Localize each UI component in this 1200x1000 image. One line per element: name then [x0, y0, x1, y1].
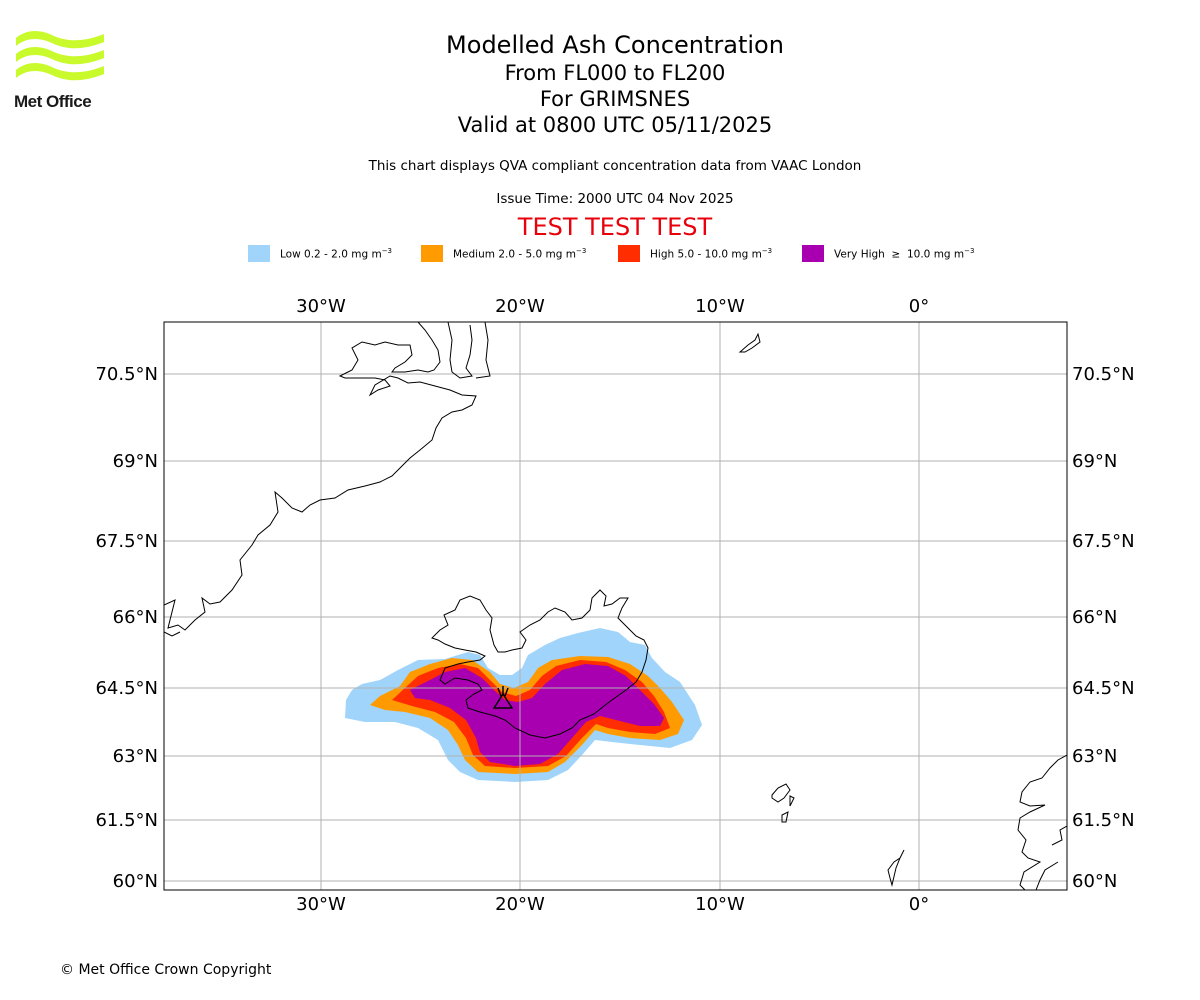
lat-label: 64.5°N	[95, 678, 158, 699]
lat-label: 63°N	[1072, 746, 1117, 767]
concentration-legend: Low 0.2 - 2.0 mg m−3 Medium 2.0 - 5.0 mg…	[0, 244, 1200, 264]
valid-time: Valid at 0800 UTC 05/11/2025	[457, 113, 773, 137]
lat-label: 66°N	[1072, 607, 1117, 628]
legend-exp-high: −3	[761, 247, 773, 255]
lat-label: 61.5°N	[1072, 810, 1135, 831]
lon-label: 30°W	[296, 894, 346, 915]
lat-label: 61.5°N	[95, 810, 158, 831]
lat-label: 69°N	[1072, 451, 1117, 472]
chart-titles: Modelled Ash Concentration From FL000 to…	[315, 30, 915, 138]
lat-label: 67.5°N	[1072, 531, 1135, 552]
lon-label: 10°W	[695, 296, 745, 317]
chart-title: Modelled Ash Concentration	[446, 31, 784, 59]
greenland-ice-shelf-coast	[164, 631, 181, 637]
legend-label-medium: Medium 2.0 - 5.0 mg m	[453, 248, 576, 261]
met-office-logo: Met Office	[14, 30, 109, 112]
lat-label: 60°N	[113, 871, 158, 892]
lon-label: 10°W	[695, 894, 745, 915]
lon-label: 20°W	[495, 296, 545, 317]
logo-text: Met Office	[14, 92, 92, 111]
flight-level-range: From FL000 to FL200	[504, 61, 726, 85]
lon-label: 0°	[909, 296, 929, 317]
map-content	[164, 322, 1067, 890]
graticule	[164, 322, 1067, 890]
legend-swatch-high	[618, 245, 640, 262]
legend-exp-medium: −3	[575, 247, 587, 255]
chart-description: This chart displays QVA compliant concen…	[368, 158, 862, 174]
lat-label: 70.5°N	[95, 364, 158, 385]
issue-time: Issue Time: 2000 UTC 04 Nov 2025	[496, 191, 734, 207]
lat-label: 66°N	[113, 607, 158, 628]
lat-label: 60°N	[1072, 871, 1117, 892]
test-banner: TEST TEST TEST	[517, 213, 713, 241]
lat-label: 63°N	[113, 746, 158, 767]
lon-label: 30°W	[296, 296, 346, 317]
copyright-notice: © Met Office Crown Copyright	[60, 962, 272, 978]
volcano-icon	[492, 686, 514, 709]
lat-labels-right: 70.5°N 69°N 67.5°N 66°N 64.5°N 63°N 61.5…	[1072, 364, 1135, 892]
lat-label: 69°N	[113, 451, 158, 472]
map-frame	[163, 321, 1068, 891]
legend-swatch-low	[248, 245, 270, 262]
ash-area-very-high	[410, 664, 664, 766]
lon-labels-top: 30°W 20°W 10°W 0°	[296, 296, 929, 317]
legend-exp-very-high: −3	[964, 247, 975, 255]
lon-labels-bottom: 30°W 20°W 10°W 0°	[296, 894, 929, 915]
iceland-coast	[431, 589, 649, 739]
legend-label-high: High 5.0 - 10.0 mg m	[650, 248, 762, 261]
coastlines	[164, 322, 1067, 890]
lat-label: 64.5°N	[1072, 678, 1135, 699]
faroe-islands-coast	[771, 783, 795, 823]
norway-coast	[1017, 754, 1067, 890]
lat-label: 67.5°N	[95, 531, 158, 552]
lon-label: 20°W	[495, 894, 545, 915]
jan-mayen-coast	[738, 332, 761, 353]
lon-label: 0°	[909, 894, 929, 915]
greenland-coast-north	[447, 322, 491, 379]
legend-swatch-medium	[421, 245, 443, 262]
legend-label-very-high: Very High ≥ 10.0 mg m	[834, 248, 965, 261]
greenland-coast	[164, 322, 477, 631]
lat-label: 70.5°N	[1072, 364, 1135, 385]
shetland-coast	[887, 849, 905, 887]
lat-labels-left: 70.5°N 69°N 67.5°N 66°N 64.5°N 63°N 61.5…	[95, 364, 158, 892]
met-office-wave-logo-icon	[16, 31, 104, 81]
volcano-name: For GRIMSNES	[539, 87, 691, 111]
legend-label-low: Low 0.2 - 2.0 mg m	[280, 248, 382, 261]
legend-swatch-very-high	[802, 245, 824, 262]
legend-exp-low: −3	[381, 247, 393, 255]
